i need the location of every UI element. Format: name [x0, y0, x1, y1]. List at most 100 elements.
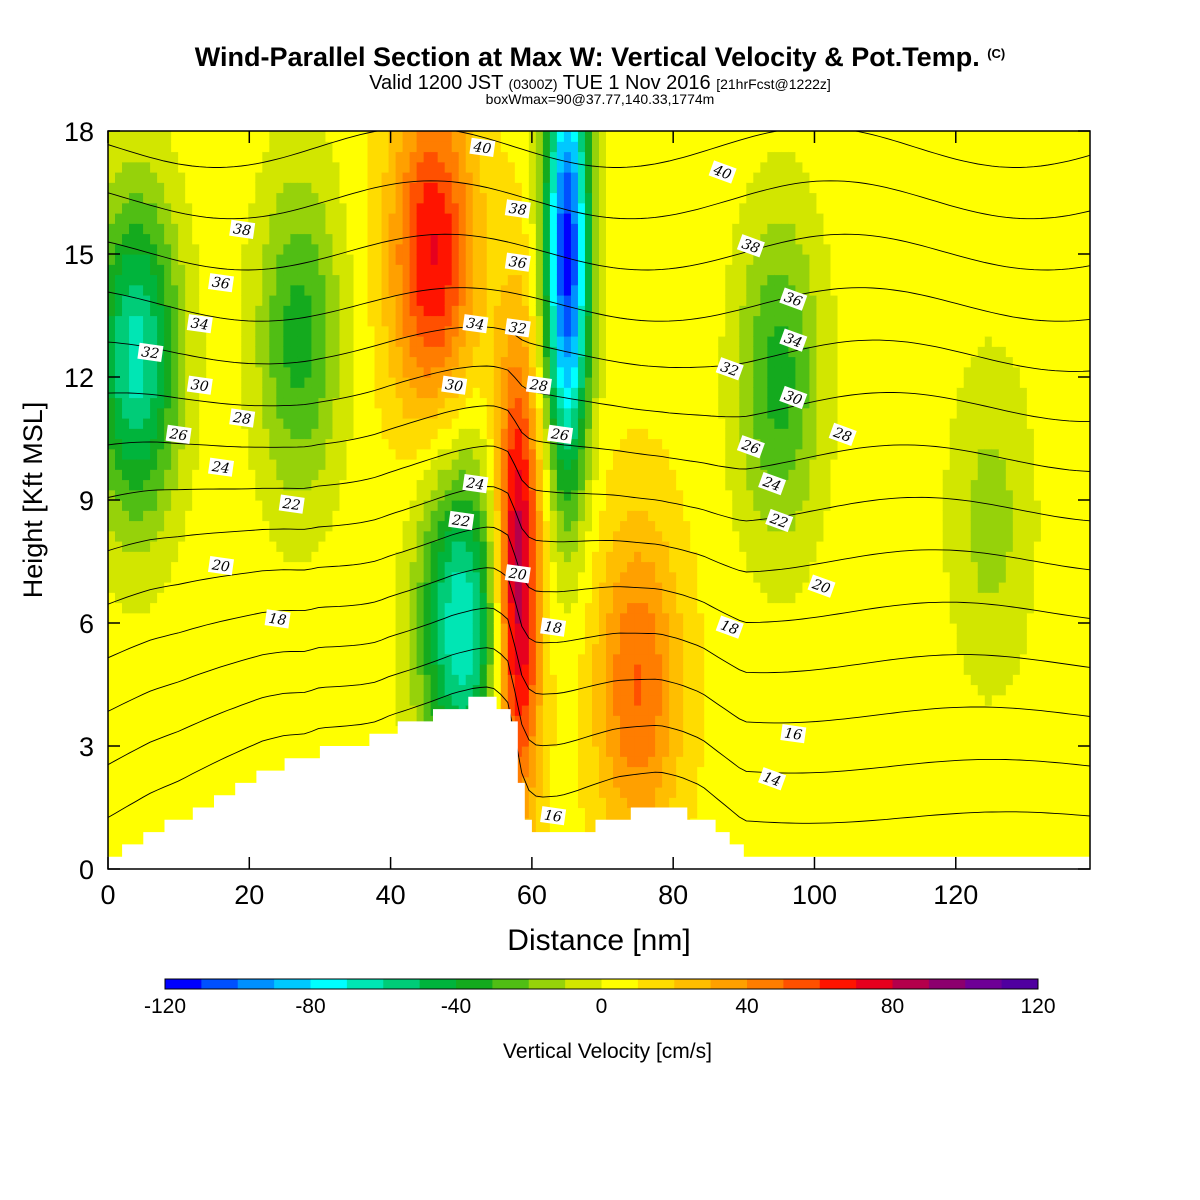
field-cell	[157, 387, 165, 399]
field-cell	[367, 530, 376, 542]
field-cell	[213, 746, 221, 757]
field-cell	[388, 510, 397, 522]
field-cell	[206, 582, 214, 593]
field-cell	[185, 448, 193, 460]
field-cell	[444, 541, 453, 552]
field-cell	[374, 643, 383, 655]
field-cell	[521, 510, 530, 522]
field-cell	[122, 735, 130, 747]
field-cell	[241, 377, 249, 388]
field-cell	[563, 694, 572, 706]
field-cell	[178, 356, 186, 368]
field-cell	[395, 541, 404, 552]
field-cell	[423, 582, 432, 593]
field-cell	[458, 664, 467, 675]
field-cell	[220, 182, 228, 194]
field-cell	[395, 346, 404, 358]
field-cell	[262, 387, 270, 399]
field-cell	[185, 551, 193, 563]
field-cell	[444, 633, 453, 645]
field-cell	[227, 664, 235, 675]
field-cell	[255, 448, 263, 460]
field-cell	[535, 797, 544, 809]
field-cell	[115, 254, 123, 265]
field-cell	[479, 582, 488, 593]
field-cell	[311, 746, 320, 757]
field-cell	[374, 172, 383, 183]
field-cell	[311, 664, 320, 675]
field-cell	[360, 141, 369, 153]
field-cell	[220, 131, 228, 142]
field-cell	[346, 653, 355, 665]
field-cell	[381, 325, 390, 337]
field-cell	[241, 438, 249, 450]
field-cell	[367, 243, 376, 255]
field-cell	[262, 243, 270, 255]
field-cell	[199, 223, 207, 235]
field-cell	[241, 366, 249, 378]
field-cell	[430, 295, 439, 306]
field-cell	[157, 510, 165, 522]
field-cell	[290, 674, 298, 686]
field-cell	[465, 561, 474, 573]
field-cell	[157, 418, 165, 429]
field-cell	[178, 694, 186, 706]
field-cell	[192, 797, 200, 809]
field-cell	[360, 469, 369, 481]
field-cell	[339, 602, 348, 614]
field-cell	[549, 551, 558, 563]
field-cell	[150, 418, 158, 429]
field-cell	[381, 448, 390, 460]
field-cell	[577, 254, 586, 265]
field-cell	[304, 172, 313, 183]
field-cell	[220, 530, 228, 542]
field-cell	[199, 213, 207, 224]
field-cell	[318, 397, 327, 409]
field-cell	[416, 418, 425, 429]
field-cell	[276, 664, 284, 675]
field-cell	[199, 274, 207, 286]
field-cell	[297, 161, 305, 173]
field-cell	[199, 366, 207, 378]
field-cell	[346, 602, 355, 614]
field-cell	[220, 295, 228, 306]
field-cell	[339, 664, 348, 675]
field-cell	[269, 500, 277, 511]
field-cell	[318, 223, 327, 235]
field-cell	[332, 684, 341, 696]
field-cell	[430, 223, 439, 235]
field-cell	[157, 541, 165, 552]
field-cell	[584, 254, 593, 265]
field-cell	[220, 387, 228, 399]
field-cell	[514, 336, 523, 347]
field-cell	[416, 530, 425, 542]
field-cell	[192, 243, 200, 255]
field-cell	[234, 674, 242, 686]
field-cell	[276, 387, 284, 399]
field-cell	[521, 284, 530, 296]
field-cell	[514, 694, 523, 706]
field-cell	[416, 202, 425, 214]
field-cell	[150, 807, 158, 819]
field-cell	[493, 438, 502, 450]
field-cell	[178, 705, 186, 716]
field-cell	[430, 254, 439, 265]
field-cell	[150, 520, 158, 532]
field-cell	[283, 541, 291, 552]
field-cell	[248, 459, 256, 470]
field-cell	[591, 807, 600, 819]
field-cell	[150, 459, 158, 470]
field-cell	[528, 172, 537, 183]
field-cell	[143, 500, 151, 511]
field-cell	[157, 397, 165, 409]
field-cell	[451, 500, 460, 511]
field-cell	[297, 530, 305, 542]
field-cell	[521, 356, 530, 368]
field-cell	[227, 746, 235, 757]
field-cell	[346, 254, 355, 265]
field-cell	[199, 305, 207, 317]
field-cell	[276, 223, 284, 235]
field-cell	[185, 356, 193, 368]
field-cell	[374, 243, 383, 255]
field-cell	[297, 182, 305, 194]
